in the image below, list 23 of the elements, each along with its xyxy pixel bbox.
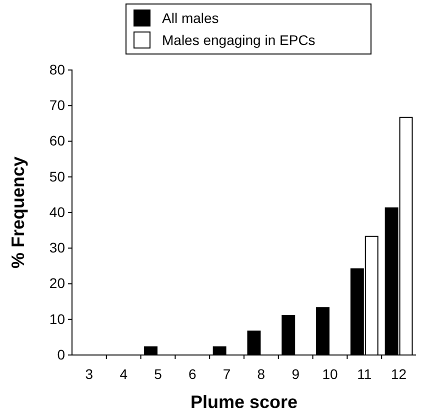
x-tick-label: 8 (257, 366, 266, 382)
x-tick-label: 9 (292, 366, 300, 382)
x-tick-label: 12 (391, 366, 407, 382)
y-tick-label: 10 (49, 310, 66, 327)
x-tick-label: 4 (120, 366, 128, 382)
x-tick-label: 10 (322, 366, 338, 382)
legend-label: All males (162, 10, 219, 26)
y-tick-label: 70 (49, 97, 66, 114)
y-tick-label: 30 (49, 240, 66, 256)
y-tick-label: 50 (49, 168, 66, 184)
x-tick-label: 7 (222, 366, 231, 382)
x-tick-label: 6 (188, 366, 196, 382)
y-tick-label: 0 (57, 346, 66, 362)
x-tick-label: 11 (357, 366, 372, 382)
x-tick-label: 3 (85, 366, 94, 382)
y-tick-label: 60 (49, 132, 66, 149)
y-tick-label: 20 (49, 275, 66, 292)
x-tick-label: 5 (154, 366, 162, 382)
legend-label: Males engaging in EPCs (162, 32, 316, 48)
x-axis-title: Plume score (190, 392, 298, 412)
y-tick-label: 40 (49, 204, 66, 220)
y-axis-title: % Frequency (8, 156, 28, 269)
y-tick-label: 80 (49, 61, 66, 78)
